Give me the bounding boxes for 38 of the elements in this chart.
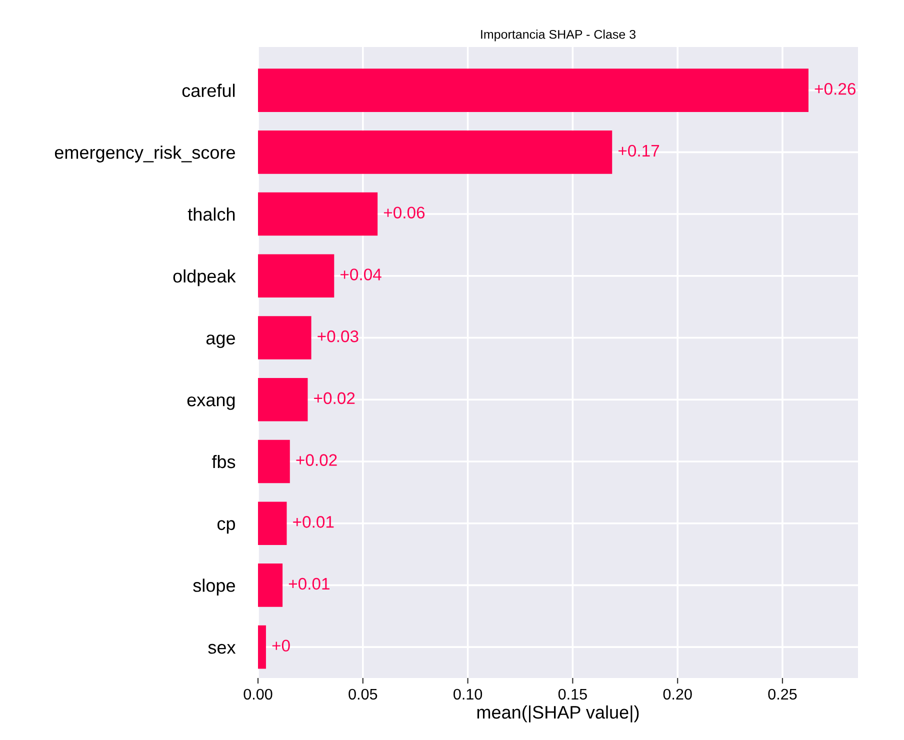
data-label: +0.01 <box>288 578 330 590</box>
bar <box>258 68 808 112</box>
data-label: +0.01 <box>293 516 334 528</box>
y-tick-label: fbs <box>212 454 236 468</box>
x-tick-label: 0.15 <box>558 688 587 700</box>
x-tick-label: 0.20 <box>663 688 692 700</box>
y-tick-label: exang <box>187 396 235 410</box>
data-label: +0.06 <box>384 206 425 219</box>
data-label: +0.26 <box>814 82 856 95</box>
x-tick-label: 0.10 <box>454 688 482 700</box>
bar <box>258 440 290 484</box>
bar <box>258 502 287 545</box>
bar <box>258 564 283 607</box>
bar <box>258 192 378 236</box>
chart-title: Importancia SHAP - Clase 3 <box>481 30 636 42</box>
y-tick-label: oldpeak <box>173 269 236 286</box>
bar <box>258 378 308 422</box>
x-axis-title: mean(|SHAP value|) <box>477 705 639 722</box>
y-tick-label: thalch <box>188 207 235 221</box>
x-tick-label: 0.25 <box>768 688 797 700</box>
y-tick-label: cp <box>217 520 236 534</box>
bar <box>258 316 312 360</box>
bar <box>258 130 612 174</box>
bar <box>258 625 266 669</box>
x-tick-label: 0.00 <box>244 688 272 700</box>
data-label: +0.02 <box>314 392 355 404</box>
y-tick-label: careful <box>182 84 235 98</box>
y-tick-label: emergency_risk_score <box>54 146 235 162</box>
data-label: +0.04 <box>340 268 382 280</box>
y-tick-label: sex <box>208 644 236 654</box>
data-label: +0 <box>272 640 290 652</box>
x-tick-label: 0.05 <box>348 688 378 700</box>
data-label: +0.03 <box>318 330 358 342</box>
data-label: +0.02 <box>296 454 337 466</box>
data-label: +0.17 <box>618 144 660 157</box>
y-tick-label: slope <box>193 578 235 596</box>
bar <box>258 254 334 298</box>
y-tick-label: age <box>206 334 235 348</box>
